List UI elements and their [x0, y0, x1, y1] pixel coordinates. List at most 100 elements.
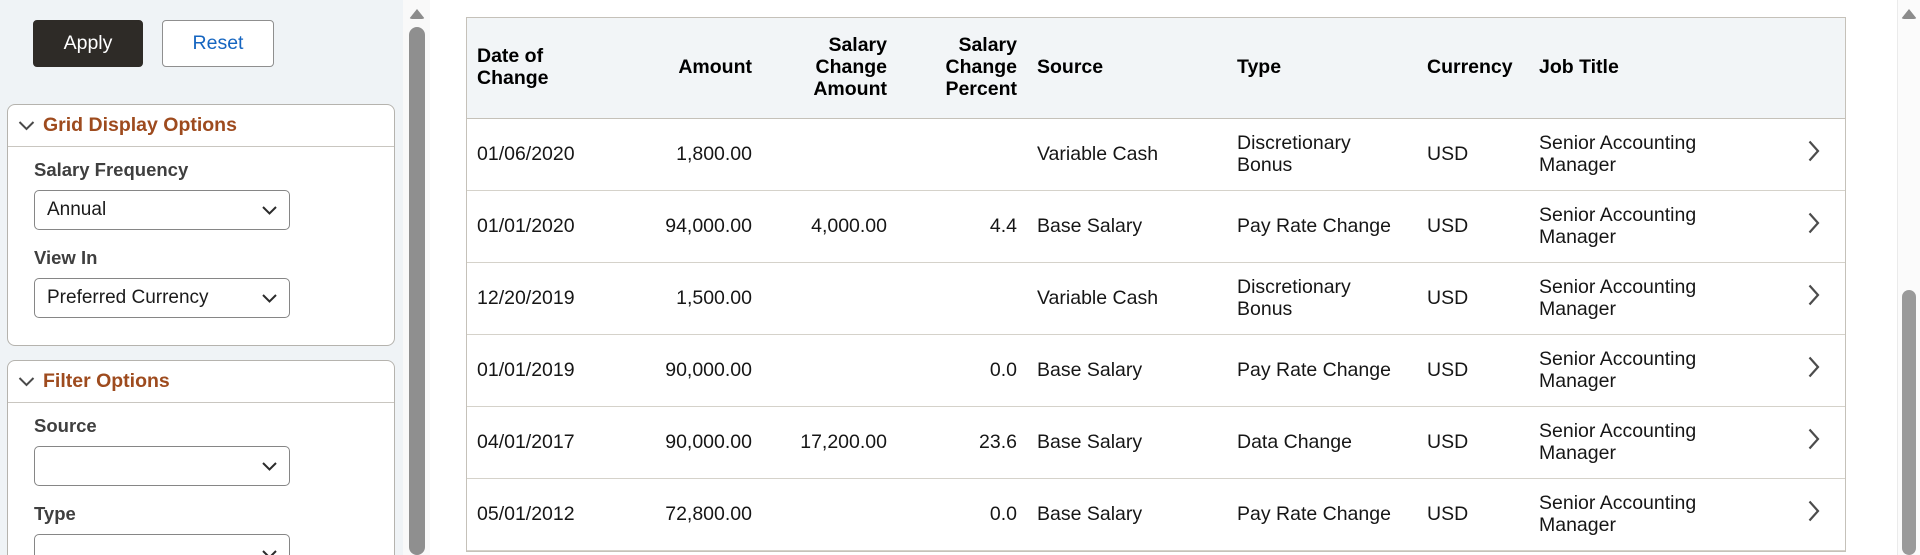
cell-source: Base Salary [1027, 478, 1227, 551]
cell-amount: 94,000.00 [602, 190, 762, 263]
grid-display-options-body: Salary Frequency Annual View In Preferre… [8, 147, 394, 318]
cell-date: 04/01/2017 [467, 406, 602, 479]
cell-currency: USD [1417, 478, 1529, 551]
row-detail-chevron[interactable] [1782, 478, 1845, 551]
table-row[interactable]: 01/01/2020 94,000.00 4,000.00 4.4 Base Salar… [467, 190, 1845, 263]
cell-change_amount [762, 478, 897, 551]
cell-date: 12/20/2019 [467, 262, 602, 335]
cell-type: Pay Rate Change [1227, 478, 1417, 551]
cell-currency: USD [1417, 334, 1529, 407]
scrollbar-thumb[interactable] [409, 27, 425, 555]
chevron-down-icon [18, 120, 35, 130]
cell-change_percent [897, 118, 1027, 191]
select-value: Preferred Currency [47, 287, 209, 308]
table-row[interactable]: 04/01/2017 90,000.00 17,200.00 23.6 Base Sal… [467, 406, 1845, 479]
chevron-right-icon [1808, 285, 1819, 306]
col-header-date[interactable]: Date of Change [467, 18, 602, 119]
cell-job_title: Senior Accounting Manager [1529, 334, 1782, 407]
row-detail-chevron[interactable] [1782, 334, 1845, 407]
chevron-right-icon [1808, 141, 1819, 162]
cell-source: Variable Cash [1027, 118, 1227, 191]
source-filter-select[interactable] [34, 446, 290, 486]
arrow-up-icon[interactable] [1901, 9, 1917, 19]
cell-currency: USD [1417, 262, 1529, 335]
salary-frequency-select[interactable]: Annual [34, 190, 290, 230]
chevron-right-icon [1808, 501, 1819, 522]
cell-job_title: Senior Accounting Manager [1529, 118, 1782, 191]
col-header-amount[interactable]: Amount [602, 18, 762, 119]
type-filter-select[interactable] [34, 534, 290, 555]
cell-change_amount [762, 334, 897, 407]
row-detail-chevron[interactable] [1782, 190, 1845, 263]
col-header-type[interactable]: Type [1227, 18, 1417, 119]
cell-amount: 90,000.00 [602, 334, 762, 407]
cell-date: 05/01/2012 [467, 478, 602, 551]
cell-job_title: Senior Accounting Manager [1529, 190, 1782, 263]
cell-date: 01/06/2020 [467, 118, 602, 191]
cell-change_amount: 4,000.00 [762, 190, 897, 263]
grid-display-options-header[interactable]: Grid Display Options [8, 105, 394, 147]
table-header: Date of Change Amount Salary Change Amount… [467, 18, 1845, 119]
cell-change_amount [762, 262, 897, 335]
panel-actions: Apply Reset [33, 20, 274, 67]
cell-amount: 72,800.00 [602, 478, 762, 551]
cell-type: Pay Rate Change [1227, 334, 1417, 407]
salary-history-grid: Date of Change Amount Salary Change Amount… [466, 17, 1846, 552]
apply-button[interactable]: Apply [33, 20, 143, 67]
cell-job_title: Senior Accounting Manager [1529, 262, 1782, 335]
chevron-right-icon [1808, 357, 1819, 378]
source-filter-label: Source [34, 415, 97, 436]
col-header-change_amount[interactable]: Salary Change Amount [762, 18, 897, 119]
cell-source: Base Salary [1027, 406, 1227, 479]
cell-currency: USD [1417, 118, 1529, 191]
table-body: 01/06/2020 1,800.00 Variable Cash Discretio… [467, 118, 1845, 551]
table-row[interactable]: 01/01/2019 90,000.00 0.0 Base Salary Pay Rat… [467, 334, 1845, 407]
view-in-select[interactable]: Preferred Currency [34, 278, 290, 318]
cell-amount: 90,000.00 [602, 406, 762, 479]
table-row[interactable]: 01/06/2020 1,800.00 Variable Cash Discretio… [467, 118, 1845, 191]
cell-type: Discretionary Bonus [1227, 262, 1417, 335]
row-detail-chevron[interactable] [1782, 262, 1845, 335]
arrow-up-icon[interactable] [408, 9, 425, 19]
cell-source: Base Salary [1027, 190, 1227, 263]
header-row: Date of Change Amount Salary Change Amount… [467, 18, 1845, 119]
cell-source: Variable Cash [1027, 262, 1227, 335]
row-detail-chevron[interactable] [1782, 118, 1845, 191]
cell-change_percent: 0.0 [897, 478, 1027, 551]
cell-job_title: Senior Accounting Manager [1529, 478, 1782, 551]
main-content: Date of Change Amount Salary Change Amount… [430, 0, 1897, 555]
cell-change_percent: 23.6 [897, 406, 1027, 479]
side-panel-scrollbar[interactable] [403, 0, 430, 555]
chevron-down-icon [18, 376, 35, 386]
cell-date: 01/01/2019 [467, 334, 602, 407]
scrollbar-thumb[interactable] [1902, 290, 1916, 555]
cell-source: Base Salary [1027, 334, 1227, 407]
filter-options-header[interactable]: Filter Options [8, 361, 394, 403]
col-header-currency[interactable]: Currency [1417, 18, 1529, 119]
grid-display-options-card: Grid Display Options Salary Frequency An… [7, 104, 395, 346]
chevron-down-icon [262, 293, 277, 303]
cell-currency: USD [1417, 406, 1529, 479]
chevron-down-icon [262, 205, 277, 215]
cell-type: Pay Rate Change [1227, 190, 1417, 263]
cell-change_percent [897, 262, 1027, 335]
col-header-source[interactable]: Source [1027, 18, 1227, 119]
row-detail-chevron[interactable] [1782, 406, 1845, 479]
chevron-right-icon [1808, 429, 1819, 450]
type-filter-label: Type [34, 503, 76, 524]
filter-side-panel: Apply Reset Grid Display Options Salary … [0, 0, 403, 555]
salary-history-table: Date of Change Amount Salary Change Amount… [467, 18, 1845, 551]
col-header-job_title[interactable]: Job Title [1529, 18, 1782, 119]
page-scrollbar[interactable] [1897, 0, 1920, 555]
table-row[interactable]: 05/01/2012 72,800.00 0.0 Base Salary Pay Rat… [467, 478, 1845, 551]
cell-type: Data Change [1227, 406, 1417, 479]
table-row[interactable]: 12/20/2019 1,500.00 Variable Cash Discretio… [467, 262, 1845, 335]
cell-change_amount [762, 118, 897, 191]
section-title: Grid Display Options [43, 114, 237, 136]
chevron-down-icon [262, 461, 277, 471]
col-header-change_percent[interactable]: Salary Change Percent [897, 18, 1027, 119]
cell-job_title: Senior Accounting Manager [1529, 406, 1782, 479]
view-in-label: View In [34, 247, 98, 268]
chevron-down-icon [262, 549, 277, 555]
reset-button[interactable]: Reset [162, 20, 274, 67]
